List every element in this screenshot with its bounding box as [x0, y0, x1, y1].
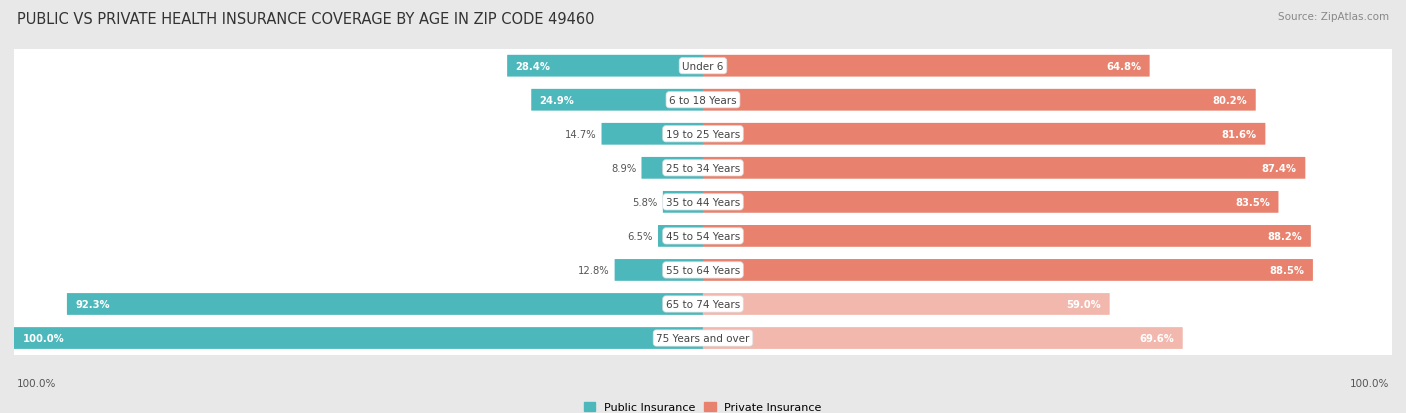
Text: Source: ZipAtlas.com: Source: ZipAtlas.com	[1278, 12, 1389, 22]
Text: 75 Years and over: 75 Years and over	[657, 333, 749, 343]
Text: 80.2%: 80.2%	[1212, 95, 1247, 105]
Text: 6.5%: 6.5%	[627, 231, 652, 241]
FancyBboxPatch shape	[703, 192, 1278, 213]
Text: 100.0%: 100.0%	[1350, 378, 1389, 388]
FancyBboxPatch shape	[0, 30, 1406, 113]
Text: 87.4%: 87.4%	[1261, 164, 1296, 173]
FancyBboxPatch shape	[0, 234, 1406, 317]
Text: 8.9%: 8.9%	[612, 164, 636, 173]
FancyBboxPatch shape	[0, 297, 1406, 380]
Text: 5.8%: 5.8%	[633, 197, 658, 207]
Text: 65 to 74 Years: 65 to 74 Years	[666, 299, 740, 309]
FancyBboxPatch shape	[703, 225, 1310, 247]
FancyBboxPatch shape	[703, 123, 1265, 145]
Text: 81.6%: 81.6%	[1222, 129, 1257, 140]
FancyBboxPatch shape	[0, 302, 1406, 385]
Text: 6 to 18 Years: 6 to 18 Years	[669, 95, 737, 105]
FancyBboxPatch shape	[0, 64, 1406, 147]
Text: 28.4%: 28.4%	[516, 62, 551, 71]
Text: 88.2%: 88.2%	[1267, 231, 1302, 241]
FancyBboxPatch shape	[662, 192, 703, 213]
Text: 59.0%: 59.0%	[1067, 299, 1101, 309]
FancyBboxPatch shape	[531, 90, 703, 112]
Text: 100.0%: 100.0%	[17, 378, 56, 388]
Text: 64.8%: 64.8%	[1107, 62, 1142, 71]
Text: 55 to 64 Years: 55 to 64 Years	[666, 265, 740, 275]
Text: 12.8%: 12.8%	[578, 265, 609, 275]
Text: 19 to 25 Years: 19 to 25 Years	[666, 129, 740, 140]
FancyBboxPatch shape	[703, 328, 1182, 349]
FancyBboxPatch shape	[703, 293, 1109, 315]
FancyBboxPatch shape	[658, 225, 703, 247]
FancyBboxPatch shape	[14, 328, 703, 349]
FancyBboxPatch shape	[0, 59, 1406, 142]
FancyBboxPatch shape	[641, 157, 703, 179]
Text: 69.6%: 69.6%	[1139, 333, 1174, 343]
FancyBboxPatch shape	[0, 98, 1406, 181]
FancyBboxPatch shape	[0, 263, 1406, 346]
FancyBboxPatch shape	[0, 229, 1406, 312]
Text: 83.5%: 83.5%	[1234, 197, 1270, 207]
FancyBboxPatch shape	[508, 56, 703, 77]
Text: PUBLIC VS PRIVATE HEALTH INSURANCE COVERAGE BY AGE IN ZIP CODE 49460: PUBLIC VS PRIVATE HEALTH INSURANCE COVER…	[17, 12, 595, 27]
FancyBboxPatch shape	[614, 259, 703, 281]
Text: 45 to 54 Years: 45 to 54 Years	[666, 231, 740, 241]
Text: 35 to 44 Years: 35 to 44 Years	[666, 197, 740, 207]
FancyBboxPatch shape	[0, 161, 1406, 244]
FancyBboxPatch shape	[0, 25, 1406, 108]
FancyBboxPatch shape	[0, 200, 1406, 283]
FancyBboxPatch shape	[602, 123, 703, 145]
Text: 92.3%: 92.3%	[76, 299, 110, 309]
Text: 100.0%: 100.0%	[22, 333, 65, 343]
FancyBboxPatch shape	[703, 90, 1256, 112]
Text: 25 to 34 Years: 25 to 34 Years	[666, 164, 740, 173]
FancyBboxPatch shape	[0, 268, 1406, 351]
Legend: Public Insurance, Private Insurance: Public Insurance, Private Insurance	[579, 398, 827, 413]
FancyBboxPatch shape	[0, 166, 1406, 249]
Text: 14.7%: 14.7%	[565, 129, 596, 140]
FancyBboxPatch shape	[703, 259, 1313, 281]
FancyBboxPatch shape	[703, 56, 1150, 77]
FancyBboxPatch shape	[0, 195, 1406, 278]
FancyBboxPatch shape	[0, 127, 1406, 210]
Text: 24.9%: 24.9%	[540, 95, 575, 105]
FancyBboxPatch shape	[0, 93, 1406, 176]
Text: Under 6: Under 6	[682, 62, 724, 71]
FancyBboxPatch shape	[703, 157, 1305, 179]
FancyBboxPatch shape	[0, 132, 1406, 215]
FancyBboxPatch shape	[67, 293, 703, 315]
Text: 88.5%: 88.5%	[1270, 265, 1305, 275]
